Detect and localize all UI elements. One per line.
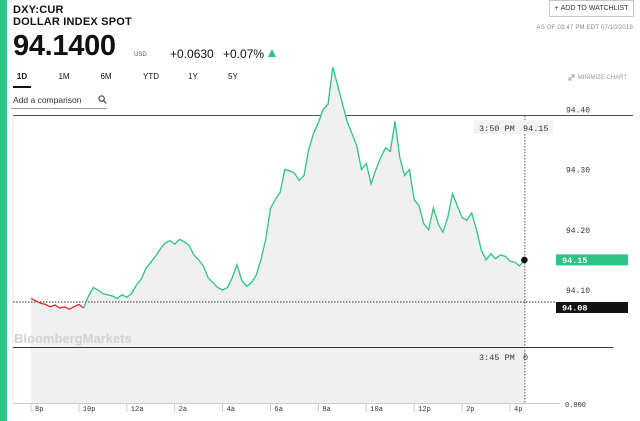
ticker-symbol: DXY:CUR (13, 4, 64, 16)
accent-bar (0, 0, 7, 421)
comparison-placeholder: Add a comparison (13, 94, 82, 105)
instrument-name: DOLLAR INDEX SPOT (13, 16, 132, 28)
lower-panel-fill (31, 348, 518, 403)
last-point-marker (521, 256, 528, 264)
minimize-chart-label: MINIMIZE CHART (577, 74, 627, 81)
reference-value-badge (556, 302, 628, 313)
lower-panel-time-label: 3:45 PM (479, 353, 515, 363)
x-tick-label: 2a (179, 406, 187, 414)
y-axis-ticks: 94.40 94.30 94.20 94.10 (566, 106, 590, 296)
x-tick-label: 8p (35, 406, 43, 414)
crosshair-label-box (474, 120, 553, 134)
lower-panel-axis-label: 0.000 (565, 402, 586, 410)
x-tick-label: 12a (131, 406, 144, 414)
price-change: +0.0630 (170, 47, 214, 61)
price-change-percent: +0.07% (223, 47, 265, 61)
add-to-watchlist-label: ADD TO WATCHLIST (560, 5, 629, 12)
series-line-positive (83, 67, 525, 309)
x-tick-label: 8a (322, 406, 330, 414)
y-tick-label: 94.40 (566, 106, 590, 115)
x-tick-label: 4p (514, 406, 522, 414)
price-area-fill (31, 67, 525, 403)
comparison-search-input[interactable]: Add a comparison (11, 91, 107, 109)
tab-6m[interactable]: 6M (100, 72, 112, 81)
tab-1d[interactable]: 1D (13, 70, 31, 88)
x-tick-label: 10p (83, 406, 96, 414)
crosshair-value-label: 94.15 (523, 124, 549, 134)
y-tick-label: 94.30 (566, 167, 590, 176)
watermark: BloombergMarkets (14, 331, 132, 346)
lower-panel-value-label: 0 (523, 353, 528, 363)
x-tick-label: 12p (418, 406, 431, 414)
tab-1y[interactable]: 1Y (188, 72, 198, 81)
search-icon (98, 95, 107, 104)
price-unit: USD (134, 52, 147, 58)
last-price: 94.1400 (13, 30, 116, 62)
crosshair-time-label: 3:50 PM (479, 124, 515, 134)
plus-icon: + (554, 5, 559, 12)
y-tick-label: 94.20 (566, 227, 590, 236)
x-axis-ticks: 8p 10p 12a 2a 4a 6a 8a 10a 12p 2p 4p (30, 404, 522, 414)
series-line-negative (30, 297, 85, 310)
timeframe-tabs: 1D 1M 6M YTD 1Y 5Y (13, 70, 628, 90)
reference-value-label: 94.08 (562, 304, 588, 314)
collapse-icon (568, 74, 575, 81)
tab-1m[interactable]: 1M (58, 72, 70, 81)
tab-ytd[interactable]: YTD (143, 72, 159, 81)
y-tick-label: 94.10 (566, 287, 590, 296)
minimize-chart-button[interactable]: MINIMIZE CHART (568, 74, 627, 81)
last-value-label: 94.15 (562, 256, 588, 266)
x-tick-label: 10a (370, 406, 383, 414)
add-to-watchlist-button[interactable]: + ADD TO WATCHLIST (549, 0, 634, 17)
x-tick-label: 4a (227, 406, 235, 414)
x-tick-label: 6a (275, 406, 283, 414)
tab-5y[interactable]: 5Y (228, 72, 238, 81)
last-value-badge (556, 254, 628, 266)
as-of-timestamp: AS OF 03:47 PM EDT 07/10/2018 (536, 25, 633, 31)
x-tick-label: 2p (466, 406, 474, 414)
up-arrow-icon (268, 49, 276, 57)
